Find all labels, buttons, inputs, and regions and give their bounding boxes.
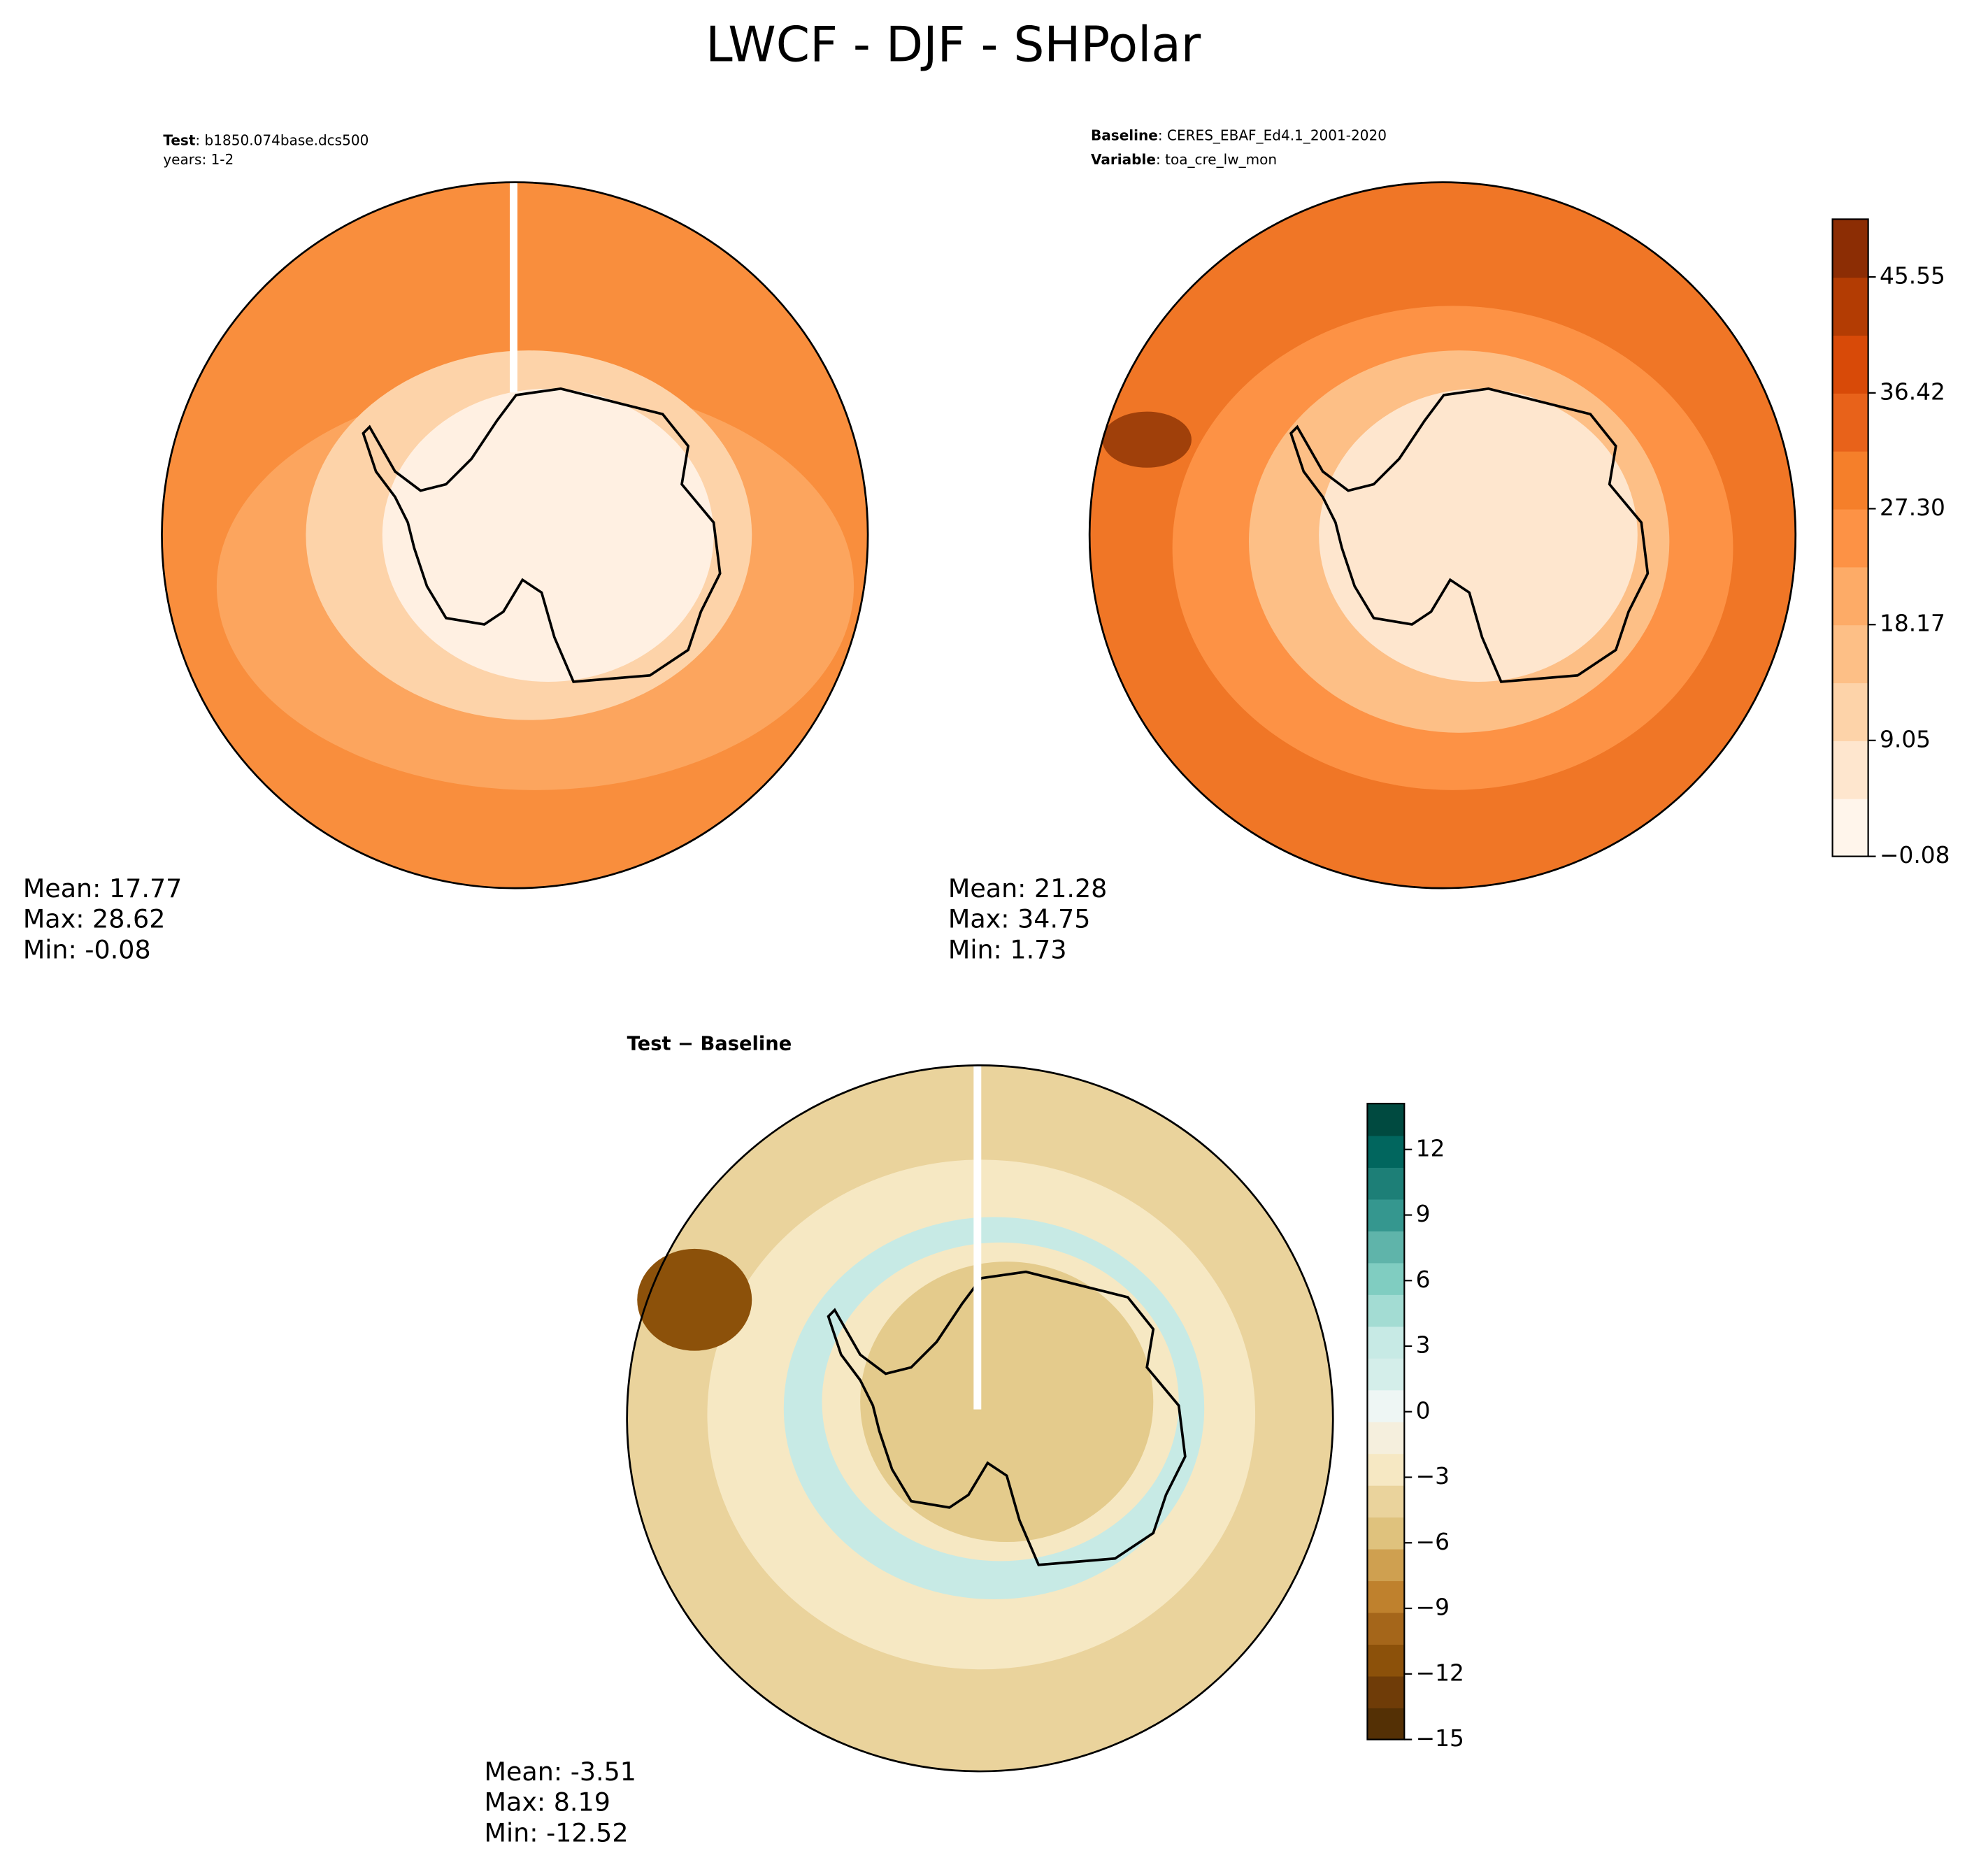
colorbar-tick-label: 45.55: [1880, 263, 1945, 290]
colorbar-tick-label: 6: [1416, 1266, 1431, 1293]
figure-title: LWCF - DJF - SHPolar: [706, 17, 1201, 73]
colorbar-band: [1367, 1231, 1405, 1264]
stat: Mean: 21.28: [948, 873, 1107, 903]
stat: Max: 34.75: [948, 904, 1091, 934]
colorbar-band: [1832, 450, 1868, 510]
colorbar-band: [1367, 1262, 1405, 1295]
stat: Mean: -3.51: [485, 1757, 636, 1787]
panel-header: Baseline: CERES_EBAF_Ed4.1_2001-2020: [1091, 127, 1387, 143]
colorbar-band: [1367, 1103, 1405, 1136]
header-key: Variable: [1091, 151, 1156, 168]
colorbar-band: [1367, 1294, 1405, 1327]
colorbar-band: [1832, 335, 1868, 394]
colorbar-tick-label: −6: [1416, 1529, 1450, 1555]
header-key: Test: [163, 132, 196, 149]
colorbar-tick-label: −12: [1416, 1659, 1464, 1686]
colorbar-band: [1367, 1644, 1405, 1677]
colorbar-band: [1832, 219, 1868, 278]
colorbar-frame: [1366, 1103, 1406, 1741]
colorbar-tick-label: −3: [1416, 1463, 1450, 1489]
colorbar-tick-label: 27.30: [1880, 494, 1945, 521]
colorbar-tick-label: 36.42: [1880, 378, 1945, 405]
map: [1088, 181, 1797, 889]
colorbar-band: [1367, 1421, 1405, 1455]
stat: Max: 28.62: [23, 904, 166, 934]
colorbar-band: [1367, 1357, 1405, 1391]
colorbar-band: [1832, 624, 1868, 684]
colorbar-band: [1367, 1612, 1405, 1645]
stat: Min: -12.52: [485, 1817, 629, 1848]
stat: Mean: 17.77: [23, 873, 182, 903]
colorbar-band: [1832, 508, 1868, 568]
colorbar-band: [1832, 566, 1868, 626]
colorbar-tick-label: −0.08: [1880, 842, 1950, 869]
colorbar-tick-label: 3: [1416, 1332, 1431, 1359]
panel-header: Test: b1850.074base.dcs500: [163, 132, 369, 149]
colorbar-tick-label: 18.17: [1880, 610, 1945, 637]
header-text: : CERES_EBAF_Ed4.1_2001-2020: [1158, 127, 1387, 143]
colorbar-tick-label: 9.05: [1880, 726, 1931, 752]
map: [161, 181, 869, 889]
colorbar-band: [1367, 1167, 1405, 1200]
colorbar-band: [1367, 1485, 1405, 1518]
colorbar-band: [1367, 1326, 1405, 1359]
stat: Max: 8.19: [485, 1787, 610, 1817]
header-text: : b1850.074base.dcs500: [195, 132, 369, 149]
colorbar-band: [1832, 740, 1868, 799]
colorbar-band: [1367, 1580, 1405, 1613]
colorbar-band: [1367, 1135, 1405, 1168]
colorbar-band: [1832, 798, 1868, 857]
colorbar-band: [1367, 1548, 1405, 1582]
panel-title: Test − Baseline: [627, 1034, 792, 1055]
colorbar-band: [1367, 1389, 1405, 1422]
colorbar-band: [1367, 1517, 1405, 1550]
panel-header: years: 1-2: [163, 151, 234, 168]
colorbar-band: [1367, 1708, 1405, 1741]
colorbar-band: [1367, 1675, 1405, 1708]
colorbar-band: [1367, 1453, 1405, 1486]
stat: Min: 1.73: [948, 934, 1067, 964]
map: [626, 1064, 1334, 1773]
colorbar-band: [1832, 277, 1868, 336]
colorbar-tick-label: −9: [1416, 1594, 1450, 1621]
colorbar-band: [1832, 392, 1868, 452]
colorbar-frame: [1831, 218, 1869, 857]
colorbar-band: [1367, 1199, 1405, 1231]
colorbar-tick-label: −15: [1416, 1725, 1464, 1752]
stat: Min: -0.08: [23, 934, 151, 964]
colorbar-tick-label: 0: [1416, 1397, 1431, 1424]
panel-header: Variable: toa_cre_lw_mon: [1091, 151, 1277, 168]
colorbar-tick-label: 9: [1416, 1201, 1431, 1227]
header-key: Baseline: [1091, 127, 1158, 143]
colorbar-tick-label: 12: [1416, 1135, 1445, 1162]
header-text: : toa_cre_lw_mon: [1156, 151, 1277, 168]
colorbar-band: [1832, 683, 1868, 741]
